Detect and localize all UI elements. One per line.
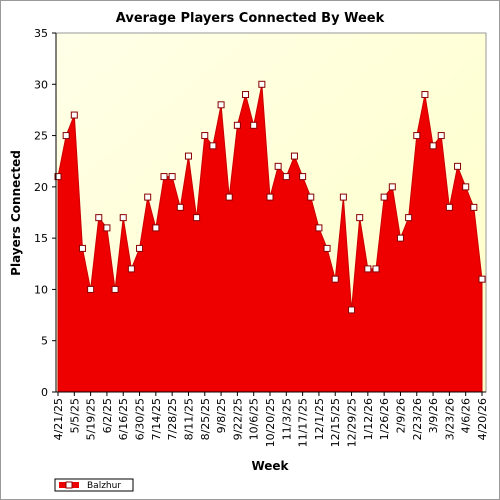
y-tick-label: 25 <box>34 130 48 143</box>
data-point <box>87 285 95 293</box>
data-point <box>445 203 453 211</box>
x-tick-label: 1/12/26 <box>362 398 375 440</box>
data-point <box>413 132 421 140</box>
legend: Balzhur <box>54 478 134 492</box>
x-tick-label: 11/17/25 <box>297 398 310 447</box>
x-tick-label: 4/21/25 <box>52 398 65 440</box>
chart-title: Average Players Connected By Week <box>116 11 385 26</box>
data-point <box>54 173 62 181</box>
x-tick-label: 9/8/25 <box>215 398 228 433</box>
data-point <box>331 275 339 283</box>
data-point <box>372 265 380 273</box>
data-point <box>160 173 168 181</box>
x-tick-label: 8/25/25 <box>199 398 212 440</box>
data-point <box>405 214 413 222</box>
data-point <box>184 152 192 160</box>
data-point <box>356 214 364 222</box>
data-point <box>339 193 347 201</box>
data-point <box>70 111 78 119</box>
y-tick-label: 20 <box>34 181 48 194</box>
y-tick-label: 30 <box>34 78 48 91</box>
data-point <box>388 183 396 191</box>
x-tick-label: 10/20/25 <box>264 398 277 447</box>
x-tick-label: 6/30/25 <box>134 398 147 440</box>
data-point <box>233 121 241 129</box>
data-point <box>290 152 298 160</box>
x-tick-label: 8/11/25 <box>182 398 195 440</box>
x-tick-label: 6/16/25 <box>117 398 130 440</box>
x-axis: 4/21/25 5/5/25 5/19/25 6/2/25 6/16/25 6/30/25… <box>52 391 489 447</box>
data-point <box>258 80 266 88</box>
x-tick-label: 2/9/26 <box>394 398 407 433</box>
data-point <box>348 306 356 314</box>
x-tick-label: 7/28/25 <box>166 398 179 440</box>
data-point <box>478 275 486 283</box>
data-point <box>323 244 331 252</box>
y-tick-label: 10 <box>34 283 48 296</box>
data-point <box>462 183 470 191</box>
y-axis: 0 5 10 15 20 25 30 35 <box>34 27 57 399</box>
data-point <box>201 132 209 140</box>
y-tick-label: 5 <box>41 335 48 348</box>
data-point <box>470 203 478 211</box>
x-tick-label: 10/6/25 <box>248 398 261 440</box>
x-tick-label: 3/9/26 <box>427 398 440 433</box>
x-tick-label: 5/19/25 <box>85 398 98 440</box>
y-axis-label: Players Connected <box>9 150 23 276</box>
data-point <box>437 132 445 140</box>
x-tick-label: 12/15/25 <box>329 398 342 447</box>
data-point <box>217 101 225 109</box>
data-point <box>225 193 233 201</box>
x-tick-label: 6/2/25 <box>101 398 114 433</box>
x-tick-label: 12/29/25 <box>346 398 359 447</box>
data-point <box>144 193 152 201</box>
data-point <box>176 203 184 211</box>
data-point <box>266 193 274 201</box>
data-point <box>396 234 404 242</box>
data-point <box>250 121 258 129</box>
x-tick-label: 4/6/26 <box>460 398 473 433</box>
legend-label: Balzhur <box>87 481 121 491</box>
x-tick-label: 2/23/26 <box>411 398 424 440</box>
data-point <box>380 193 388 201</box>
data-point <box>315 224 323 232</box>
y-tick-label: 15 <box>34 232 48 245</box>
legend-marker <box>65 481 73 489</box>
data-point <box>299 173 307 181</box>
x-axis-label: Week <box>251 459 289 473</box>
series-layer <box>54 80 486 393</box>
data-point <box>242 91 250 99</box>
data-point <box>421 91 429 99</box>
data-point <box>364 265 372 273</box>
x-tick-label: 5/5/25 <box>68 398 81 433</box>
data-point <box>136 244 144 252</box>
data-point <box>119 214 127 222</box>
data-point <box>152 224 160 232</box>
x-tick-label: 3/23/26 <box>443 398 456 440</box>
data-point <box>209 142 217 150</box>
x-tick-label: 4/20/26 <box>476 398 489 440</box>
data-point <box>62 132 70 140</box>
x-tick-label: 9/22/25 <box>231 398 244 440</box>
data-point <box>78 244 86 252</box>
data-point <box>168 173 176 181</box>
data-point <box>429 142 437 150</box>
x-tick-label: 7/14/25 <box>150 398 163 440</box>
data-point <box>127 265 135 273</box>
x-tick-label: 12/1/25 <box>313 398 326 440</box>
data-point <box>454 162 462 170</box>
y-tick-label: 35 <box>34 27 48 40</box>
series-area <box>57 84 483 393</box>
data-point <box>103 224 111 232</box>
x-tick-label: 1/26/26 <box>378 398 391 440</box>
y-tick-label: 0 <box>41 386 48 399</box>
data-point <box>95 214 103 222</box>
data-point <box>274 162 282 170</box>
data-point <box>282 173 290 181</box>
x-tick-label: 11/3/25 <box>280 398 293 440</box>
data-point <box>111 285 119 293</box>
data-point <box>193 214 201 222</box>
data-point <box>307 193 315 201</box>
